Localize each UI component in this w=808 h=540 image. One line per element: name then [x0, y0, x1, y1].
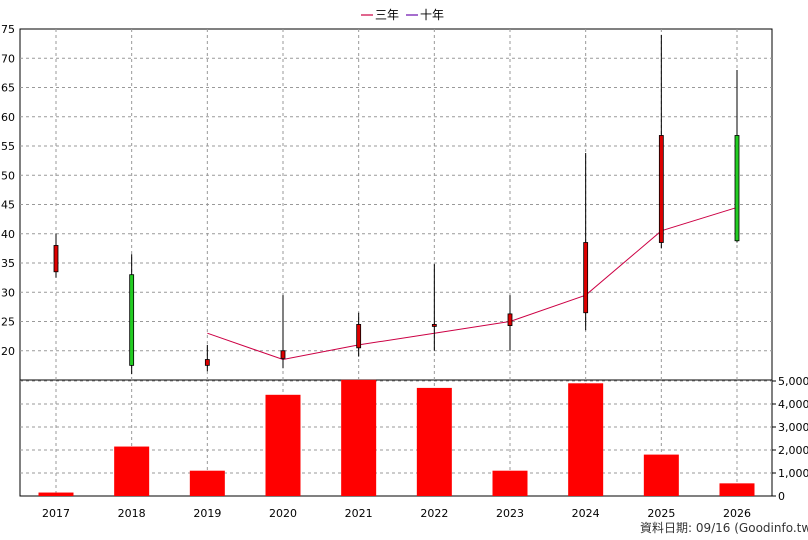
price-tick-label: 65 — [1, 82, 15, 95]
volume-bar — [265, 394, 301, 496]
volume-bar — [492, 470, 528, 496]
price-candles — [53, 34, 740, 375]
candle-body — [129, 274, 135, 366]
three-year-average-polyline — [207, 206, 738, 361]
volume-tick-label: 0 — [778, 490, 785, 503]
volume-bar — [568, 383, 604, 496]
volume-tick-label: 2,000 — [778, 444, 808, 457]
candle-body — [734, 135, 740, 242]
x-axis: 2017 2018 2019 2020 2021 2022 2023 2024 2025 2026 — [42, 507, 751, 520]
price-tick-label: 30 — [1, 286, 15, 299]
volume-bar — [643, 454, 679, 496]
x-tick-label: 2022 — [420, 507, 448, 520]
x-tick-label: 2021 — [345, 507, 373, 520]
source-label: 資料日期: 09/16 (Goodinfo.tw) — [640, 521, 808, 535]
price-tick-label: 50 — [1, 169, 15, 182]
volume-bar — [114, 446, 150, 496]
plot-frame — [19, 28, 773, 497]
x-tick-label: 2018 — [118, 507, 146, 520]
x-tick-label: 2024 — [572, 507, 600, 520]
legend-label-three-year: 三年 — [375, 8, 399, 22]
price-y-axis: 20 25 30 35 40 45 50 55 60 65 70 75 — [1, 23, 15, 358]
price-tick-label: 60 — [1, 111, 15, 124]
chart-legend: 三年 十年 — [361, 8, 444, 22]
x-tick-label: 2023 — [496, 507, 524, 520]
volume-tick-label: 1,000 — [778, 467, 808, 480]
three-year-average-line — [207, 206, 738, 361]
price-tick-label: 40 — [1, 228, 15, 241]
x-tick-label: 2019 — [193, 507, 221, 520]
price-tick-label: 35 — [1, 257, 15, 270]
candle-body — [53, 245, 59, 273]
x-tick-label: 2020 — [269, 507, 297, 520]
price-tick-label: 70 — [1, 52, 15, 65]
candle-body — [280, 350, 286, 359]
candle-body — [431, 324, 437, 327]
volume-bar — [189, 470, 225, 496]
legend-label-ten-year: 十年 — [420, 8, 444, 22]
price-tick-label: 55 — [1, 140, 15, 153]
candle-body — [658, 135, 664, 243]
price-tick-label: 75 — [1, 23, 15, 36]
price-tick-label: 25 — [1, 316, 15, 329]
volume-bar — [719, 483, 755, 496]
candle-body — [356, 324, 362, 349]
volume-tick-label: 3,000 — [778, 421, 808, 434]
candle-body — [507, 313, 513, 326]
candle-body — [583, 242, 589, 314]
price-tick-label: 20 — [1, 345, 15, 358]
volume-bars — [38, 379, 755, 496]
grid-lines — [20, 29, 772, 496]
price-tick-label: 45 — [1, 199, 15, 212]
candle-body — [204, 359, 210, 366]
volume-bar — [38, 492, 74, 496]
x-tick-label: 2025 — [647, 507, 675, 520]
volume-y-axis: 0 1,000 2,000 3,000 4,000 5,000 — [772, 375, 808, 503]
volume-bar — [341, 379, 377, 496]
volume-tick-label: 4,000 — [778, 398, 808, 411]
x-tick-label: 2026 — [723, 507, 751, 520]
volume-bar — [416, 387, 452, 496]
x-tick-label: 2017 — [42, 507, 70, 520]
volume-tick-label: 5,000 — [778, 375, 808, 388]
